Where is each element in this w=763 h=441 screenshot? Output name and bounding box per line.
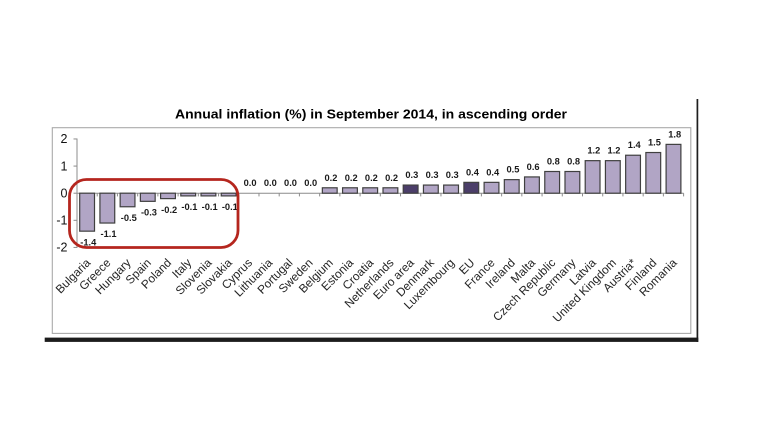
- svg-text:1.2: 1.2: [608, 146, 621, 156]
- svg-text:-0.1: -0.1: [222, 202, 238, 212]
- svg-text:1.8: 1.8: [668, 129, 681, 139]
- svg-text:0.3: 0.3: [426, 170, 439, 180]
- svg-text:0.2: 0.2: [345, 173, 358, 183]
- svg-text:-0.1: -0.1: [202, 202, 218, 212]
- svg-text:-0.3: -0.3: [141, 208, 157, 218]
- svg-text:-1.1: -1.1: [101, 229, 117, 239]
- svg-text:-2: -2: [56, 241, 67, 255]
- svg-text:0.2: 0.2: [385, 173, 398, 183]
- svg-text:0.3: 0.3: [446, 170, 459, 180]
- svg-text:0.8: 0.8: [547, 157, 560, 167]
- svg-text:0.3: 0.3: [405, 170, 418, 180]
- svg-text:1.4: 1.4: [628, 140, 642, 150]
- svg-text:0.2: 0.2: [324, 173, 337, 183]
- svg-text:Annual inflation (%) in Septem: Annual inflation (%) in September 2014, …: [175, 107, 567, 122]
- svg-text:0.0: 0.0: [304, 178, 317, 188]
- svg-text:-1: -1: [56, 214, 67, 228]
- svg-text:0.0: 0.0: [284, 178, 297, 188]
- svg-text:0.5: 0.5: [506, 165, 519, 175]
- svg-text:0.8: 0.8: [567, 157, 580, 167]
- svg-text:-0.1: -0.1: [181, 202, 197, 212]
- svg-text:2: 2: [61, 132, 68, 146]
- svg-text:0: 0: [61, 186, 68, 200]
- svg-text:-1.4: -1.4: [80, 237, 97, 247]
- svg-text:1.2: 1.2: [587, 146, 600, 156]
- svg-text:0.4: 0.4: [466, 167, 480, 177]
- svg-text:1: 1: [61, 159, 68, 173]
- svg-text:0.2: 0.2: [365, 173, 378, 183]
- svg-text:0.6: 0.6: [527, 162, 540, 172]
- svg-text:1.5: 1.5: [648, 138, 661, 148]
- svg-text:0.0: 0.0: [264, 178, 277, 188]
- svg-text:0.4: 0.4: [486, 167, 500, 177]
- svg-text:-0.2: -0.2: [161, 205, 177, 215]
- svg-text:0.0: 0.0: [244, 178, 257, 188]
- svg-text:-0.5: -0.5: [121, 213, 137, 223]
